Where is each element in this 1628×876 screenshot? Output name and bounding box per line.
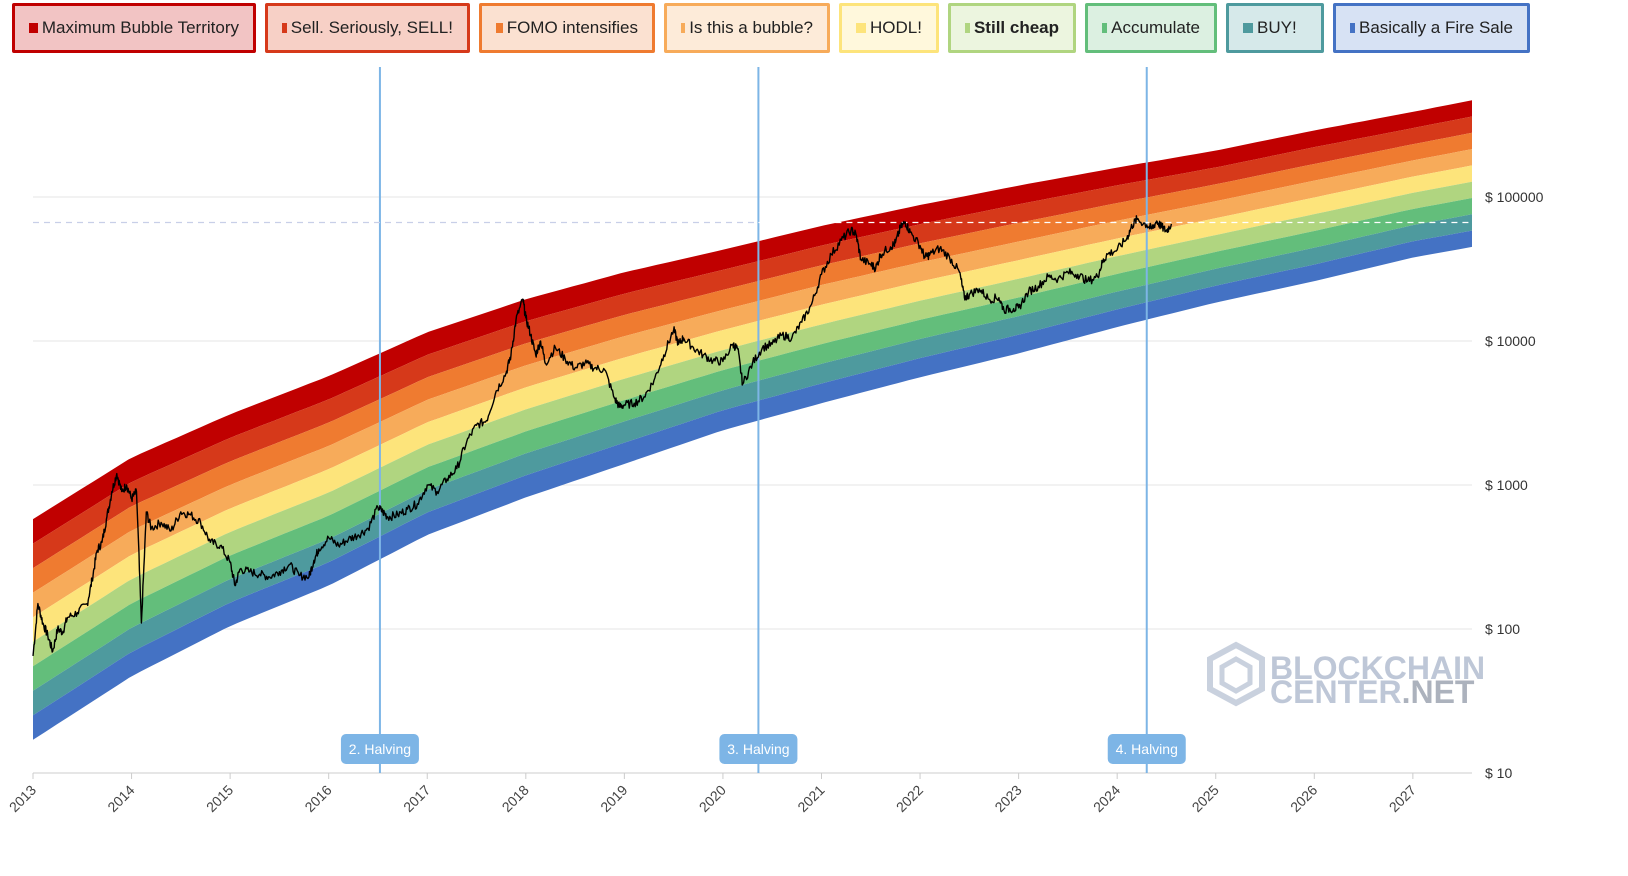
x-tick-label-4: 2017	[400, 782, 433, 815]
watermark: BLOCKCHAIN CENTER.NET	[1207, 641, 1485, 710]
legend-swatch-icon	[1102, 23, 1108, 33]
y-tick-label-2: $ 1000	[1485, 477, 1528, 493]
halving-label-1: 3. Halving	[719, 734, 798, 764]
x-tick-label-5: 2018	[499, 782, 532, 815]
legend-swatch-icon	[496, 23, 503, 33]
legend-label: Maximum Bubble Territory	[41, 18, 239, 37]
halving-labels: 2. Halving 3. Halving 4. Halving	[340, 734, 1186, 764]
legend-item-4[interactable]: HODL!	[839, 3, 939, 53]
legend-swatch-icon	[29, 23, 38, 33]
halving-label-2: 4. Halving	[1107, 734, 1186, 764]
x-tick-label-1: 2014	[104, 782, 137, 815]
x-tick-label-11: 2024	[1090, 782, 1123, 815]
legend-item-8[interactable]: Basically a Fire Sale	[1333, 3, 1530, 53]
legend-label: BUY!	[1257, 18, 1297, 37]
halving-label-bg	[1107, 734, 1186, 764]
legend-item-2[interactable]: FOMO intensifies	[479, 3, 655, 53]
legend: Maximum Bubble Territory Sell. Seriously,…	[12, 3, 1530, 57]
legend-swatch-icon	[1350, 23, 1355, 33]
legend-label: HODL!	[870, 18, 922, 37]
y-tick-label-3: $ 10000	[1485, 333, 1536, 349]
x-tick-label-12: 2025	[1189, 782, 1222, 815]
legend-label: FOMO intensifies	[506, 18, 638, 37]
legend-swatch-icon	[1243, 23, 1253, 33]
halving-label-0: 2. Halving	[340, 734, 419, 764]
watermark-line2: CENTER.NET	[1270, 674, 1475, 710]
x-tick-label-13: 2026	[1287, 782, 1320, 815]
watermark-line1: BLOCKCHAIN	[1270, 650, 1485, 686]
rainbow-bands	[33, 100, 1472, 740]
halving-label-bg	[719, 734, 798, 764]
y-tick-label-1: $ 100	[1485, 621, 1520, 637]
halving-label-text: 3. Halving	[727, 741, 789, 757]
x-tick-label-2: 2015	[203, 782, 236, 815]
legend-item-6[interactable]: Accumulate	[1085, 3, 1217, 53]
x-tick-label-6: 2019	[597, 782, 630, 815]
x-tick-label-3: 2016	[301, 782, 334, 815]
y-axis: $ 10 $ 100 $ 1000 $ 10000 $ 100000	[1485, 189, 1544, 781]
x-tick-label-9: 2022	[893, 782, 926, 815]
legend-label: Basically a Fire Sale	[1358, 18, 1513, 37]
legend-item-0[interactable]: Maximum Bubble Territory	[12, 3, 256, 53]
legend-item-1[interactable]: Sell. Seriously, SELL!	[265, 3, 470, 53]
x-tick-label-0: 2013	[6, 782, 39, 815]
watermark-line2-main: CENTER	[1270, 674, 1402, 710]
legend-label: Is this a bubble?	[689, 18, 813, 37]
legend-swatch-icon	[681, 23, 686, 33]
legend-swatch-icon	[856, 23, 866, 33]
y-tick-label-4: $ 100000	[1485, 189, 1544, 205]
halving-label-text: 4. Halving	[1116, 741, 1178, 757]
watermark-line2-suffix: .NET	[1402, 674, 1475, 710]
halving-label-text: 2. Halving	[349, 741, 411, 757]
legend-item-5[interactable]: Still cheap	[948, 3, 1076, 53]
halving-label-bg	[340, 734, 419, 764]
legend-swatch-icon	[965, 23, 970, 33]
x-tick-label-14: 2027	[1386, 782, 1419, 815]
legend-label: Sell. Seriously, SELL!	[290, 18, 453, 37]
legend-item-3[interactable]: Is this a bubble?	[664, 3, 830, 53]
legend-label: Still cheap	[973, 18, 1059, 37]
legend-label: Accumulate	[1111, 18, 1200, 37]
legend-item-7[interactable]: BUY!	[1226, 3, 1324, 53]
y-tick-label-0: $ 10	[1485, 765, 1512, 781]
x-axis: 2013 2014 2015 2016 2017 2018 2019 2020 2021 2022…	[6, 773, 1419, 815]
halving-lines	[378, 67, 1148, 773]
price-series-line	[32, 215, 1173, 656]
x-tick-label-8: 2021	[794, 782, 827, 815]
blockchain-center-logo-icon	[1207, 641, 1265, 707]
x-tick-label-7: 2020	[696, 782, 729, 815]
legend-swatch-icon	[282, 23, 287, 33]
x-tick-label-10: 2023	[991, 782, 1024, 815]
